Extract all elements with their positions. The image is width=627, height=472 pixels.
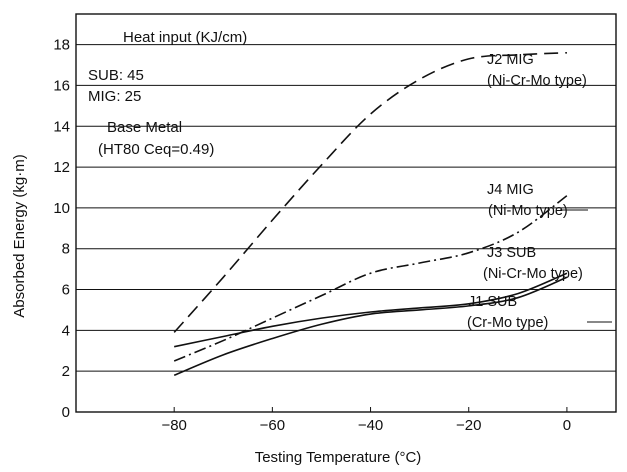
y-tick-label-2: 2 <box>62 363 70 380</box>
series-line-j1-sub <box>173 276 568 376</box>
heat-input-label: Heat input (KJ/cm) <box>123 29 247 46</box>
x-tick-label-4: 0 <box>563 417 571 434</box>
tick-labels: 0 2 4 6 8 10 12 14 16 18 −80 −60 −40 −20 0 <box>53 37 571 434</box>
base-metal-label: Base Metal <box>107 119 182 136</box>
x-tick-label-0: −80 <box>161 417 186 434</box>
y-tick-label-12: 12 <box>53 159 70 176</box>
series-subtitle-j4-mig: (Ni-Mo type) <box>488 203 568 219</box>
series-label-j4-mig: J4 MIG <box>487 182 534 198</box>
series-curves <box>173 51 568 376</box>
x-tick-label-3: −20 <box>456 417 481 434</box>
y-axis-title: Absorbed Energy (kg·m) <box>11 154 28 317</box>
x-tick-label-2: −40 <box>358 417 383 434</box>
series-subtitle-j3-sub: (Ni-Cr-Mo type) <box>483 266 583 282</box>
series-line-j3-sub <box>174 272 568 348</box>
y-tick-label-4: 4 <box>62 322 70 339</box>
grid-lines <box>76 44 616 412</box>
y-tick-label-18: 18 <box>53 37 70 54</box>
y-tick-label-14: 14 <box>53 118 70 135</box>
x-axis-title: Testing Temperature (°C) <box>255 449 422 466</box>
series-label-j1-sub: J1 SUB <box>468 294 517 310</box>
series-subtitle-j2-mig: (Ni-Cr-Mo type) <box>487 73 587 89</box>
x-tick-label-1: −60 <box>260 417 285 434</box>
y-tick-label-6: 6 <box>62 282 70 299</box>
heat-input-mig: MIG: 25 <box>88 88 141 105</box>
series-label-j2-mig: J2 MIG <box>487 52 534 68</box>
series-label-j3-sub: J3 SUB <box>487 245 536 261</box>
y-tick-label-0: 0 <box>62 404 70 421</box>
series-line-j2-mig <box>173 51 567 333</box>
heat-input-sub: SUB: 45 <box>88 67 144 84</box>
y-tick-label-16: 16 <box>53 77 70 94</box>
base-metal-ceq: (HT80 Ceq=0.49) <box>98 141 214 158</box>
series-subtitle-j1-sub: (Cr-Mo type) <box>467 315 548 331</box>
y-tick-label-8: 8 <box>62 241 70 258</box>
plot-frame <box>75 13 617 413</box>
y-tick-label-10: 10 <box>53 200 70 217</box>
